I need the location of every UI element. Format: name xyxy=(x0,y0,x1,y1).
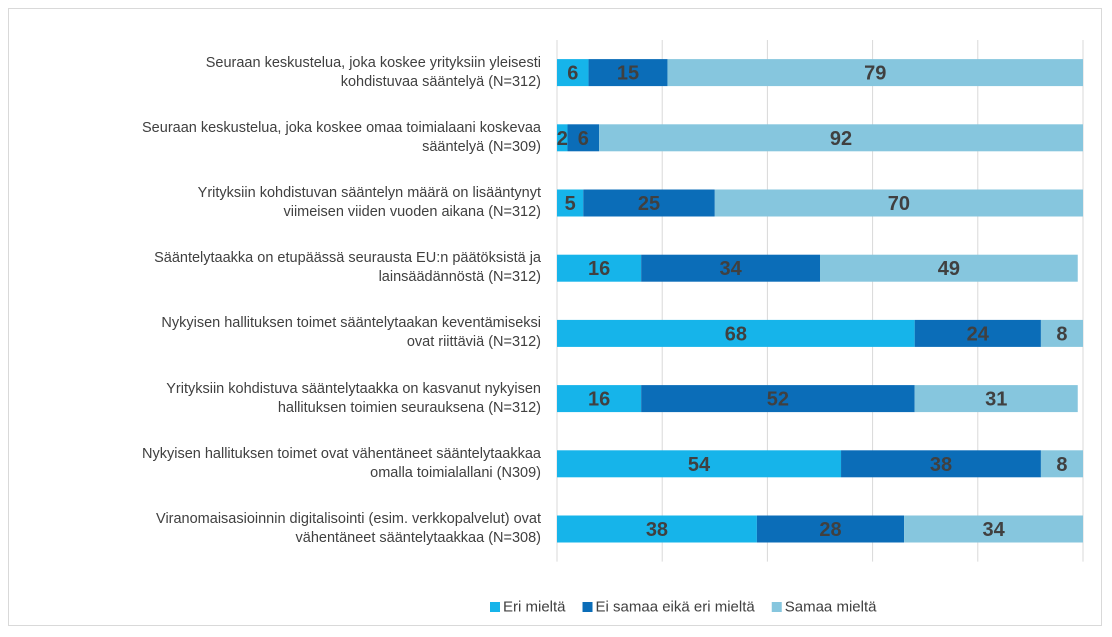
value-label: 5 xyxy=(565,193,576,215)
category-label: Yrityksiin kohdistuva sääntelytaakka on … xyxy=(166,380,541,416)
bar-segment xyxy=(841,450,1041,478)
bar-segment xyxy=(599,124,1083,152)
bar-segment xyxy=(557,254,642,282)
bar-segment xyxy=(1040,450,1083,478)
bar-segment xyxy=(557,189,584,217)
bar-segment xyxy=(557,515,757,543)
category-label: Seuraan keskustelua, joka koskee yrityks… xyxy=(205,54,541,90)
value-label: 6 xyxy=(567,63,578,85)
value-label: 38 xyxy=(646,519,668,541)
value-label: 52 xyxy=(767,389,789,411)
value-label: 49 xyxy=(938,258,960,280)
bar-segment xyxy=(1040,319,1083,347)
bar-segment xyxy=(557,450,842,478)
bar-segment xyxy=(756,515,905,543)
bar-segment xyxy=(641,385,915,413)
category-label: Seuraan keskustelua, joka koskee omaa to… xyxy=(142,119,541,155)
bar-segment xyxy=(588,59,668,87)
bar-segment xyxy=(914,319,1041,347)
legend-swatch xyxy=(582,602,593,612)
bar-segment xyxy=(557,59,589,87)
bar-segment xyxy=(641,254,820,282)
value-label: 16 xyxy=(588,258,610,280)
category-label: Sääntelytaakka on etupäässä seurausta EU… xyxy=(154,250,541,286)
value-label: 6 xyxy=(578,128,589,150)
value-label: 31 xyxy=(985,389,1007,411)
category-label: Nykyisen hallituksen toimet sääntelytaak… xyxy=(161,315,541,351)
bar-segment xyxy=(583,189,715,217)
bar-segment xyxy=(904,515,1083,543)
value-label: 8 xyxy=(1056,323,1067,345)
category-label: Viranomaisasioinnin digitalisointi (esim… xyxy=(156,511,541,546)
bar-segment xyxy=(557,319,915,347)
value-label: 28 xyxy=(819,519,841,541)
value-label: 25 xyxy=(638,193,660,215)
value-label: 2 xyxy=(557,128,568,150)
category-label: Nykyisen hallituksen toimet ovat vähentä… xyxy=(142,445,541,481)
chart-frame xyxy=(8,8,1102,626)
bar-segment xyxy=(914,385,1078,413)
value-label: 34 xyxy=(719,258,742,280)
bar-segment xyxy=(820,254,1078,282)
value-label: 8 xyxy=(1056,454,1067,476)
value-label: 15 xyxy=(617,63,639,85)
value-label: 92 xyxy=(830,128,852,150)
value-label: 68 xyxy=(725,323,747,345)
value-label: 79 xyxy=(864,63,886,85)
legend-label: Eri mieltä xyxy=(503,599,566,616)
legend-label: Samaa mieltä xyxy=(785,599,877,616)
value-label: 34 xyxy=(982,519,1005,541)
bar-segment xyxy=(667,59,1083,87)
bar-segment xyxy=(567,124,600,152)
legend-swatch xyxy=(771,602,782,612)
value-label: 24 xyxy=(967,323,990,345)
value-label: 54 xyxy=(688,454,711,476)
legend-swatch xyxy=(490,602,500,612)
bar-segment xyxy=(557,124,568,152)
bar-segment xyxy=(557,385,642,413)
legend-label: Ei samaa eikä eri mieltä xyxy=(596,599,756,616)
bar-segment xyxy=(714,189,1083,217)
value-label: 70 xyxy=(888,193,910,215)
value-label: 38 xyxy=(930,454,952,476)
category-label: Yrityksiin kohdistuvan sääntelyn määrä o… xyxy=(197,185,541,220)
value-label: 16 xyxy=(588,389,610,411)
